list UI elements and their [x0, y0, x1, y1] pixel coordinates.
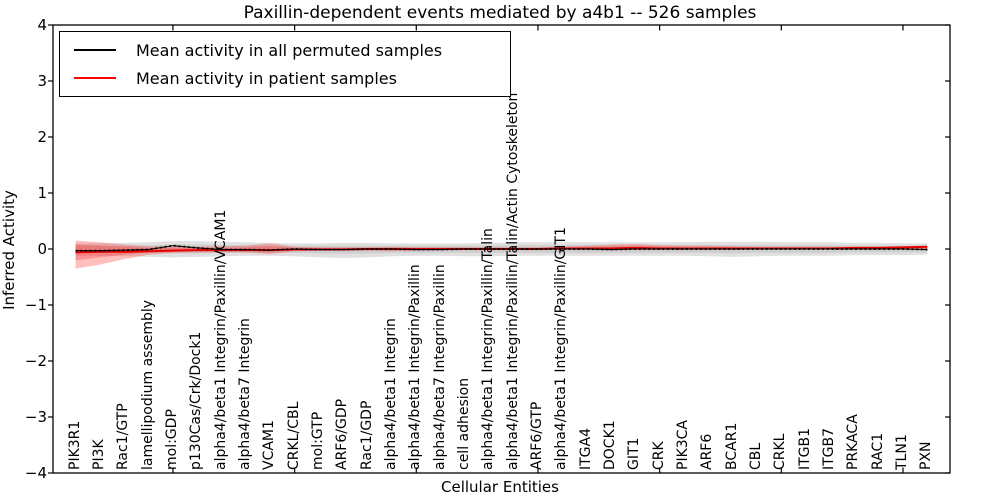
legend-entry-patient: Mean activity in patient samples [74, 69, 510, 88]
x-axis-title: Cellular Entities [441, 478, 559, 496]
permuted-line-swatch [74, 49, 116, 51]
y-axis-title: Inferred Activity [0, 190, 18, 310]
legend-label-permuted: Mean activity in all permuted samples [136, 40, 443, 60]
legend-entry-permuted: Mean activity in all permuted samples [74, 41, 510, 60]
permuted-mean-line-dotted [75, 244, 928, 252]
legend: Mean activity in all permuted samples Me… [59, 31, 511, 97]
legend-label-patient: Mean activity in patient samples [136, 68, 397, 88]
patient-line-swatch [74, 77, 116, 79]
chart-title: Paxillin-dependent events mediated by a4… [243, 3, 757, 23]
